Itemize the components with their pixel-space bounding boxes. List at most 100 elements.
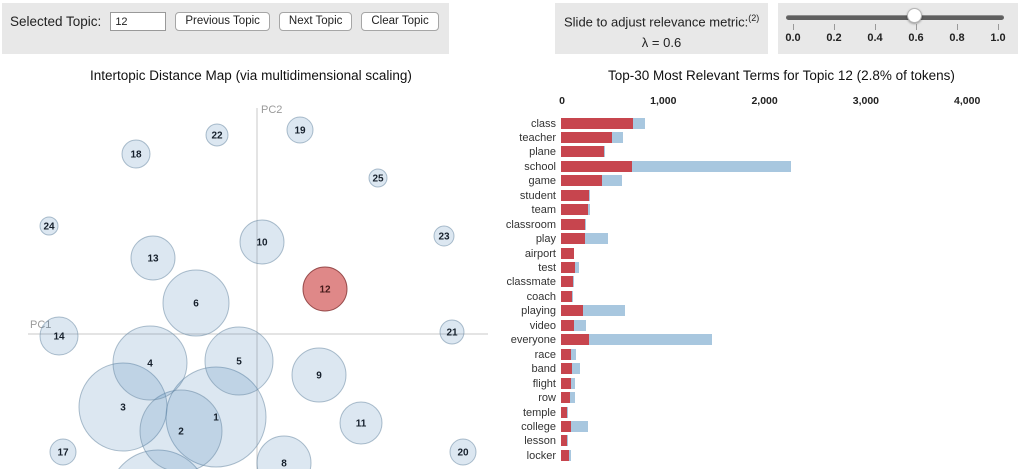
term-bar-topic[interactable] — [561, 319, 575, 331]
term-bar-topic[interactable] — [561, 175, 602, 187]
slider-tick-mark — [875, 24, 876, 30]
topic-bubble[interactable] — [339, 401, 383, 445]
selected-topic-input[interactable] — [110, 12, 167, 31]
topic-bubble-label: 1 — [213, 413, 219, 424]
topic-bubble-label: 10 — [256, 238, 268, 249]
term-bar-topic[interactable] — [561, 189, 590, 201]
topic-bubble-label: 21 — [446, 328, 458, 339]
topic-bubble[interactable] — [39, 216, 59, 236]
term-bar-topic[interactable] — [561, 233, 586, 245]
term-label: classroom — [505, 218, 556, 231]
slider-tick-label: 0.8 — [949, 32, 965, 44]
term-label: school — [524, 160, 556, 173]
topic-bubble[interactable] — [108, 449, 208, 469]
topic-bubble[interactable] — [112, 325, 188, 401]
topic-bubble-label: 4 — [147, 359, 153, 370]
slider-tick-label: 0.0 — [785, 32, 801, 44]
topic-bubble[interactable] — [205, 123, 229, 147]
term-bar-overall[interactable] — [561, 420, 588, 432]
term-bar-topic[interactable] — [561, 146, 605, 158]
topic-bubble[interactable] — [121, 139, 151, 169]
term-label: locker — [526, 449, 556, 462]
term-label: race — [534, 348, 556, 361]
term-label: student — [519, 189, 556, 202]
term-bar-topic[interactable] — [561, 290, 572, 302]
topic-bubble-selected[interactable] — [302, 266, 348, 312]
term-bar-overall[interactable] — [561, 305, 626, 317]
topic-bubble[interactable] — [78, 362, 168, 452]
term-label: class — [530, 117, 556, 130]
topic-bubble[interactable] — [204, 326, 274, 396]
topic-bubble-label: 19 — [294, 126, 306, 137]
previous-topic-button[interactable]: Previous Topic — [175, 12, 270, 31]
term-bar-overall[interactable] — [561, 334, 712, 346]
pc2-axis-label: PC2 — [261, 104, 283, 116]
topic-bubble[interactable] — [286, 116, 314, 144]
topic-bubble-label: 8 — [281, 459, 287, 469]
term-bar-topic[interactable] — [561, 218, 586, 230]
topic-bubble[interactable] — [239, 219, 285, 265]
topic-bubble[interactable] — [291, 347, 347, 403]
term-bar-topic[interactable] — [561, 435, 567, 447]
term-bar-topic[interactable] — [561, 305, 584, 317]
topic-bubble-label: 13 — [147, 254, 159, 265]
lambda-slider-track[interactable] — [786, 15, 1004, 20]
topic-bubble[interactable] — [130, 235, 176, 281]
term-label: team — [531, 204, 556, 217]
topic-bubble-label: 18 — [130, 150, 142, 161]
term-bar-topic[interactable] — [561, 160, 633, 172]
lambda-slider-handle[interactable] — [906, 8, 922, 23]
next-topic-button[interactable]: Next Topic — [278, 12, 353, 31]
term-bar-topic[interactable] — [561, 276, 573, 288]
slider-tick-label: 0.6 — [908, 32, 924, 44]
topic-bubble[interactable] — [449, 438, 477, 466]
topic-bubble[interactable] — [39, 316, 79, 356]
slider-tick-label: 1.0 — [990, 32, 1006, 44]
term-bar-overall[interactable] — [561, 160, 791, 172]
term-bar-topic[interactable] — [561, 392, 571, 404]
selected-topic-label: Selected Topic: — [10, 14, 102, 29]
relevance-metric-panel: Slide to adjust relevance metric:(2) λ =… — [555, 3, 768, 54]
term-bar-topic[interactable] — [561, 117, 633, 129]
topic-bubble[interactable] — [439, 319, 465, 345]
term-label: video — [529, 319, 556, 332]
relevance-metric-text: Slide to adjust relevance metric: — [564, 14, 749, 30]
term-label: playing — [521, 305, 556, 318]
term-bar-topic[interactable] — [561, 377, 572, 389]
topic-bubble[interactable] — [49, 438, 77, 466]
topic-bubble-label: 6 — [193, 299, 199, 310]
bar-x-tick-label: 4,000 — [954, 95, 981, 107]
term-bar-topic[interactable] — [561, 406, 568, 418]
term-label: game — [528, 175, 556, 188]
topic-bubble[interactable] — [368, 168, 388, 188]
topic-bubble-label: 25 — [372, 174, 384, 185]
topic-bubble-label: 2 — [178, 427, 184, 438]
topic-bubble-label: 12 — [319, 285, 331, 296]
lambda-slider-panel: 0.0 0.2 0.4 0.6 0.8 1.0 — [778, 3, 1018, 54]
term-bar-topic[interactable] — [561, 449, 569, 461]
topic-bubble[interactable] — [139, 389, 223, 469]
term-bar-topic[interactable] — [561, 420, 572, 432]
topic-bubble[interactable] — [162, 269, 230, 337]
bar-x-tick-label: 0 — [559, 95, 565, 107]
topic-bubble-label: 3 — [120, 403, 126, 414]
topic-bubble[interactable] — [433, 225, 455, 247]
slider-tick-mark — [916, 24, 917, 30]
term-bar-topic[interactable] — [561, 131, 613, 143]
topic-bubble[interactable] — [256, 435, 312, 469]
term-bar-topic[interactable] — [561, 363, 573, 375]
topic-bubble-label: 17 — [57, 448, 69, 459]
term-bar-topic[interactable] — [561, 348, 572, 360]
slider-tick-mark — [998, 24, 999, 30]
clear-topic-button[interactable]: Clear Topic — [361, 12, 439, 31]
topic-bubble-label: 5 — [236, 357, 242, 368]
term-bar-topic[interactable] — [561, 334, 589, 346]
topic-control-panel: Selected Topic: Previous Topic Next Topi… — [2, 3, 449, 54]
term-bar-topic[interactable] — [561, 247, 574, 259]
term-label: plane — [529, 146, 556, 159]
term-bar-topic[interactable] — [561, 204, 589, 216]
term-bar-topic[interactable] — [561, 262, 576, 273]
term-label: lesson — [524, 435, 556, 448]
bar-x-tick-label: 2,000 — [751, 95, 778, 107]
